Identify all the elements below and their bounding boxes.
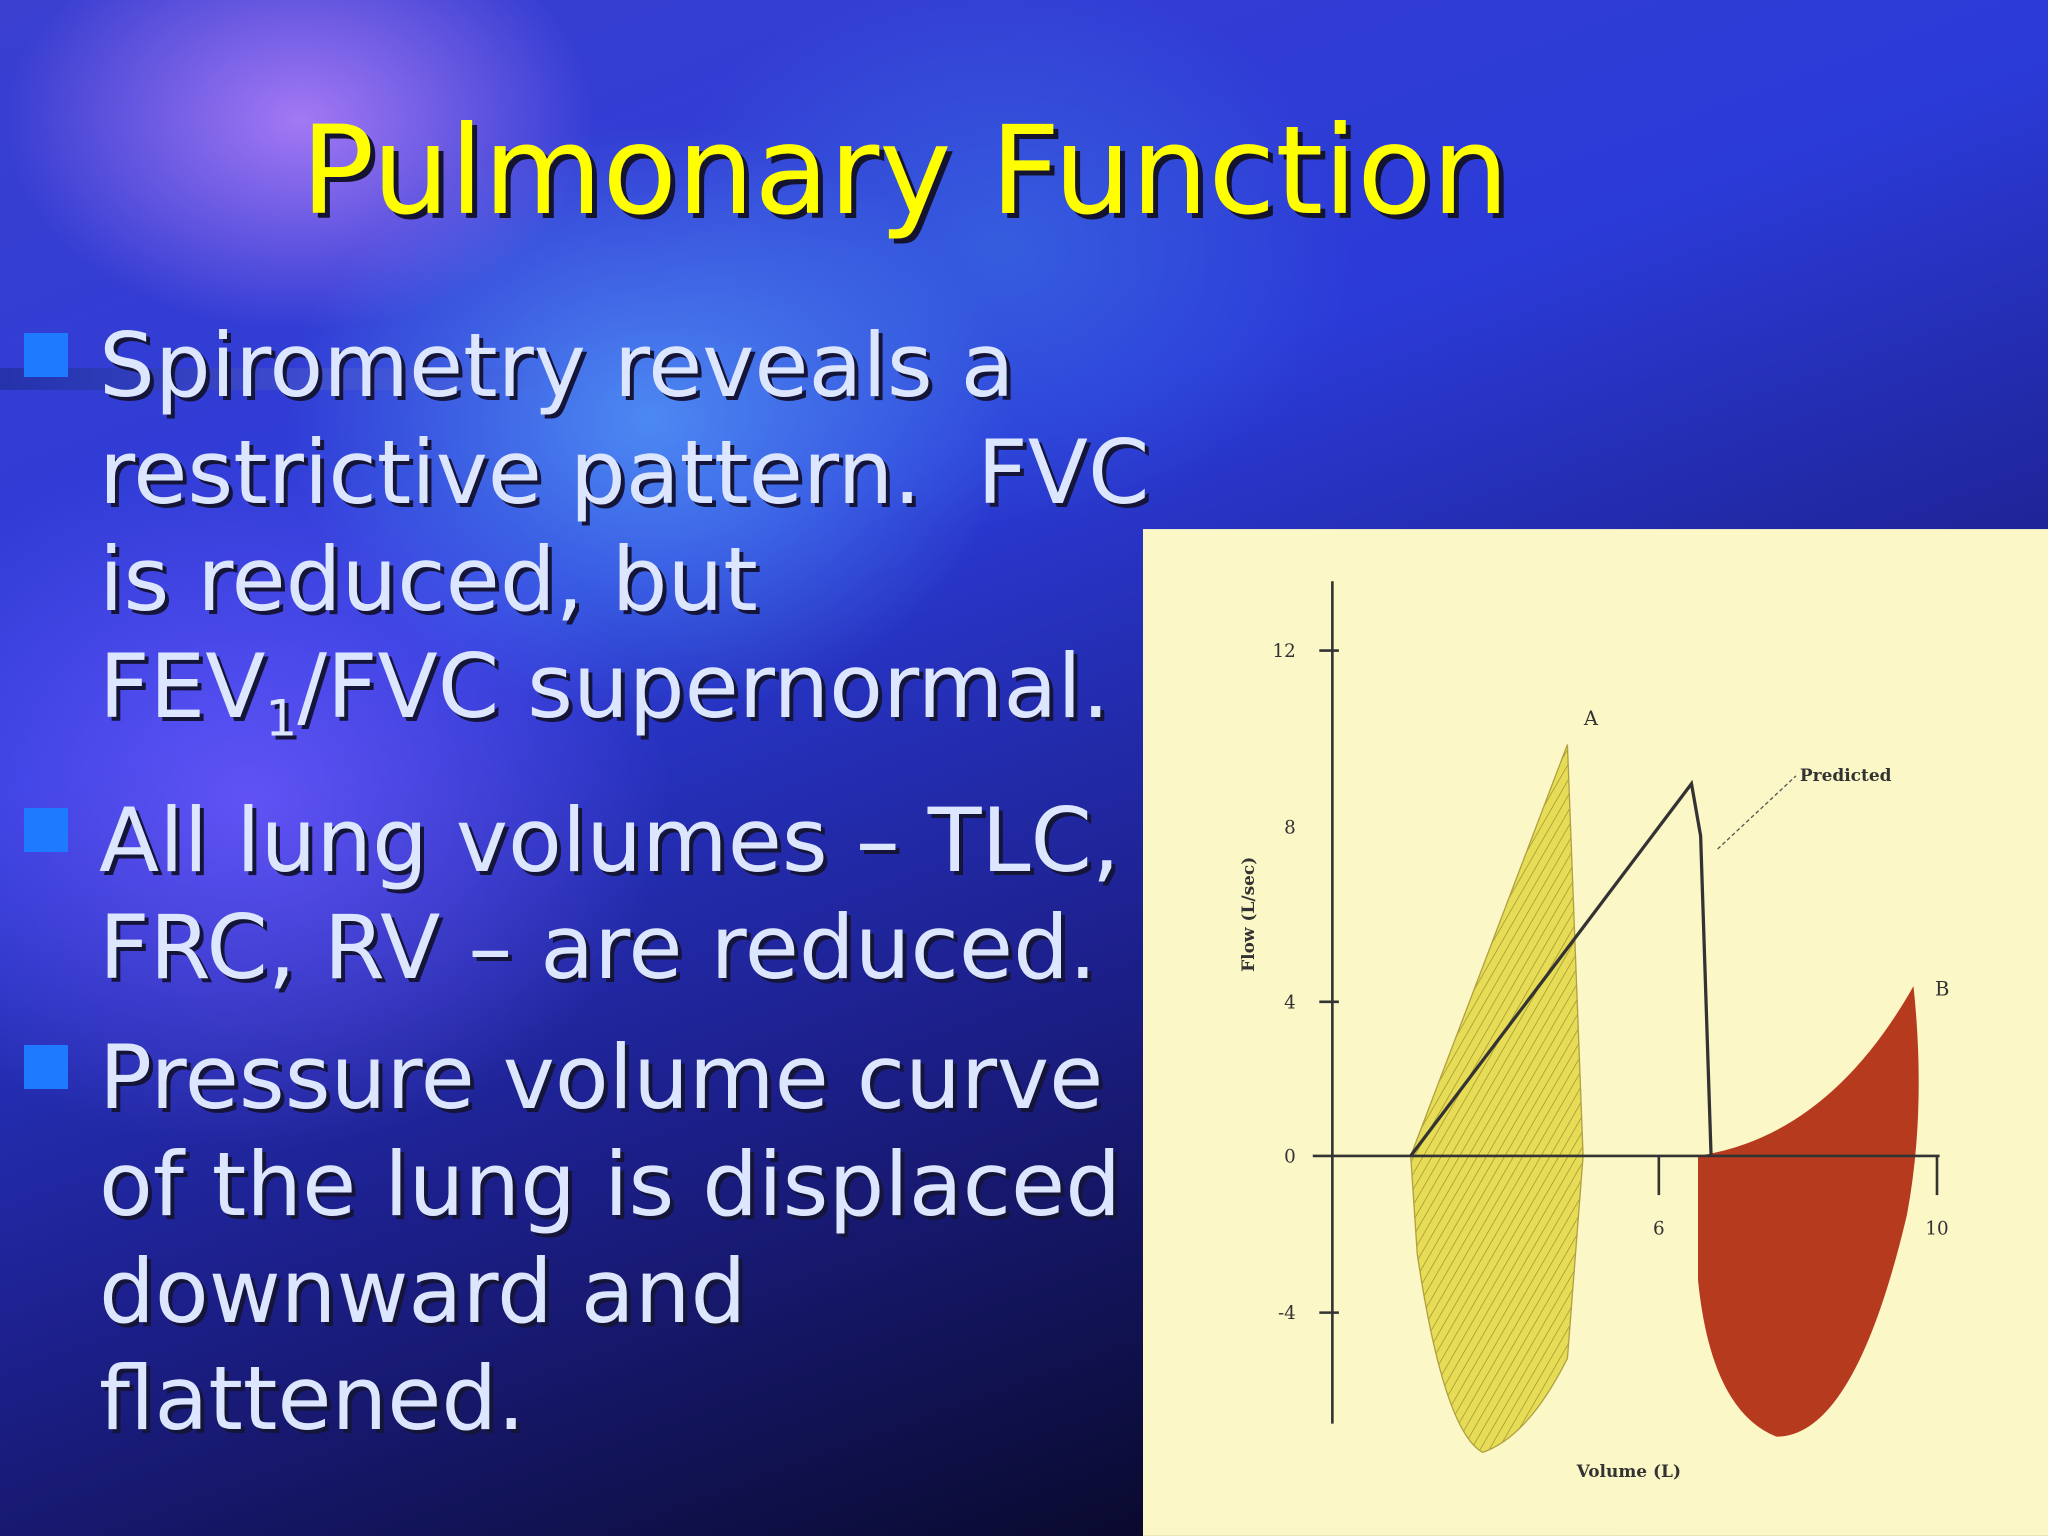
bullet-text: Spirometry reveals a restrictive pattern… (99, 312, 1159, 744)
y-axis-label: Flow (L/sec) (1239, 857, 1259, 972)
x-tick-label: 10 (1925, 1218, 1948, 1239)
curve-label: B (1935, 977, 1949, 1000)
y-tick-label: 12 (1273, 641, 1296, 662)
loop-b (1698, 986, 1919, 1437)
decor-stripe (0, 368, 560, 390)
leader-line (1717, 775, 1797, 850)
bullet-text: Pressure volume curve of the lung is dis… (99, 1026, 1150, 1450)
axis-ticks (1319, 649, 1939, 1314)
bullet-text: All lung volumes – TLC, FRC, RV – are re… (99, 789, 1148, 999)
loop-a (1410, 744, 1584, 1454)
y-tick-label: 0 (1284, 1146, 1296, 1167)
x-axis-label: Volume (L) (1576, 1462, 1681, 1482)
bullet-marker (24, 333, 68, 377)
y-tick-label: 4 (1284, 992, 1296, 1013)
bullet-marker (24, 808, 68, 852)
curve-label: Predicted (1800, 766, 1892, 786)
subscript: 1 (265, 689, 298, 748)
predicted-loop (1409, 779, 1713, 1157)
slide-title: Pulmonary Function (300, 100, 1510, 242)
x-tick-label: 6 (1653, 1218, 1665, 1239)
y-tick-label: -4 (1278, 1303, 1296, 1324)
curve-label: A (1583, 707, 1599, 730)
flow-volume-figure: 12 8 4 0 -4 6 10 A Predicted B Volume (L… (1143, 529, 2048, 1536)
bullet-marker (24, 1045, 68, 1089)
text: /FVC supernormal. (297, 635, 1110, 738)
text: Spirometry reveals a restrictive pattern… (99, 314, 1178, 738)
y-tick-label: 8 (1284, 817, 1296, 838)
